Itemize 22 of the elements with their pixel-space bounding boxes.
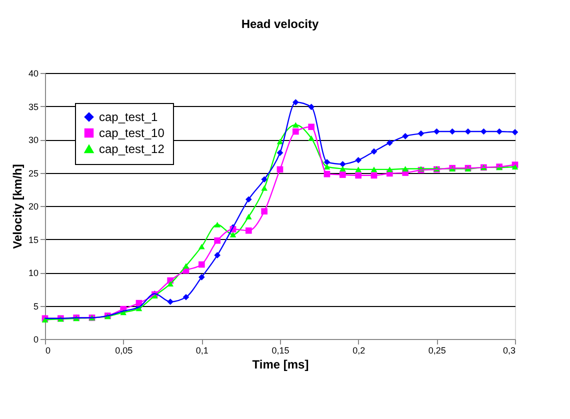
y-tick-label: 35 xyxy=(28,102,38,112)
y-tick-label: 25 xyxy=(28,168,38,178)
x-tick-label: 0,05 xyxy=(115,346,133,356)
x-tick-label: 0,15 xyxy=(272,346,290,356)
x-tick-label: 0 xyxy=(46,346,51,356)
x-tick-label: 0,25 xyxy=(428,346,446,356)
x-tick-label: 0,2 xyxy=(352,346,366,356)
y-tick-label: 0 xyxy=(33,334,38,344)
x-axis-title: Time [ms] xyxy=(252,358,309,372)
chart-title: Head velocity xyxy=(241,17,320,31)
y-tick-label: 20 xyxy=(28,202,38,212)
y-tick-label: 40 xyxy=(28,68,38,78)
y-axis-title: Velocity [km/h] xyxy=(10,164,24,249)
legend-label: cap_test_10 xyxy=(99,126,165,140)
legend-label: cap_test_12 xyxy=(99,142,165,156)
y-tick-label: 30 xyxy=(28,135,38,145)
x-tick-label: 0,3 xyxy=(502,346,516,356)
y-tick-label: 15 xyxy=(28,234,38,245)
y-tick-label: 10 xyxy=(28,268,38,278)
legend-label: cap_test_1 xyxy=(99,110,158,124)
x-tick-label: 0,1 xyxy=(196,346,208,356)
y-tick-label: 5 xyxy=(33,301,38,312)
